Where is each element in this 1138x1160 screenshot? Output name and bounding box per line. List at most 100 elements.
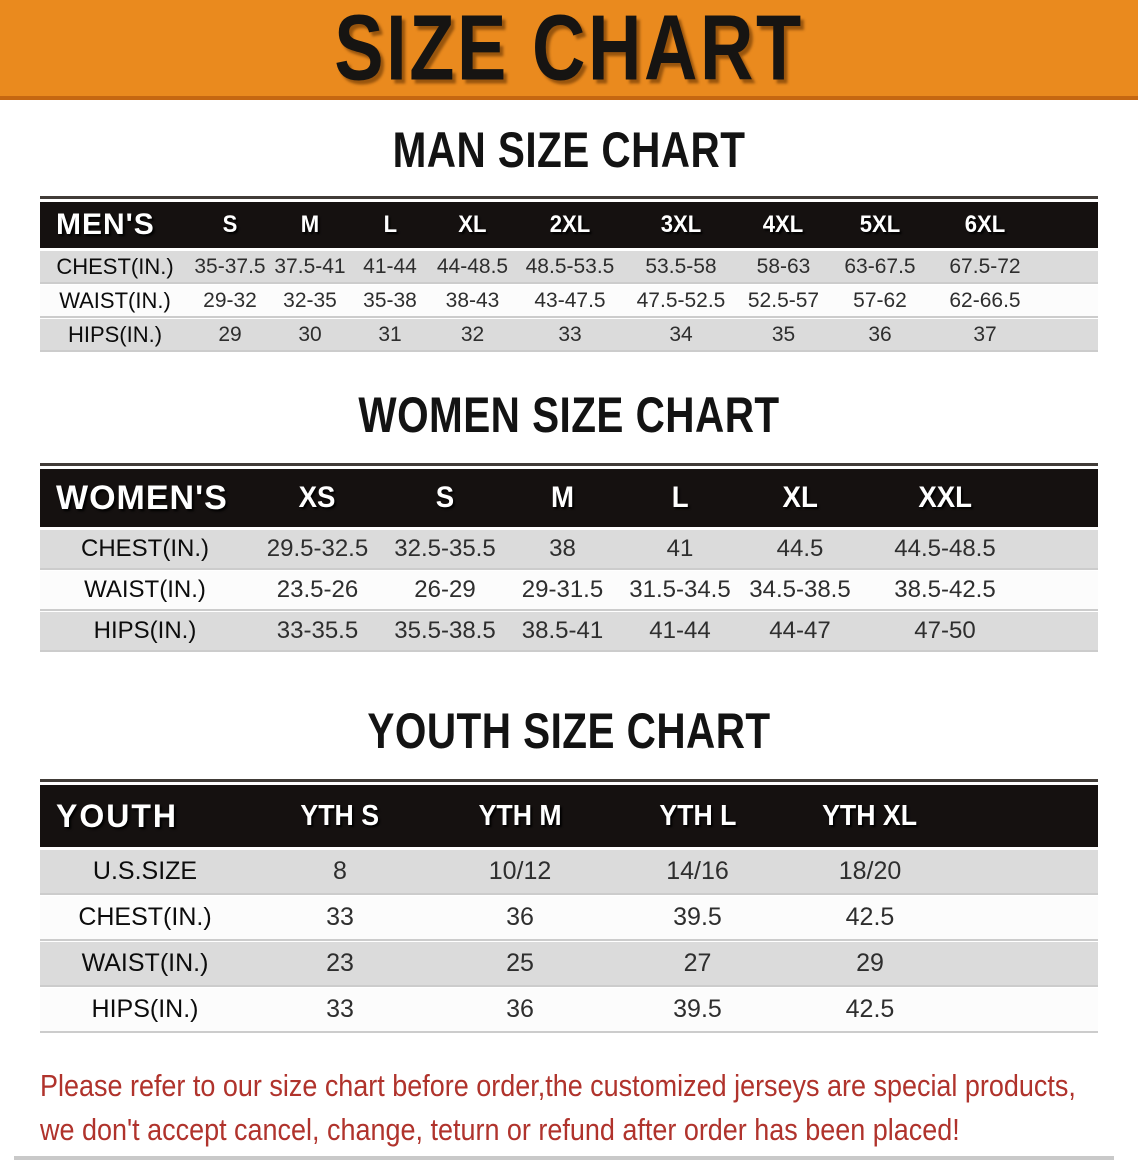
size-cell: 38.5-41	[505, 612, 620, 650]
size-cell: 38.5-42.5	[860, 571, 1030, 609]
empty-cell	[1040, 285, 1098, 316]
size-cell: 8	[250, 850, 430, 893]
women-size-header: S	[385, 469, 505, 527]
size-cell: 37	[930, 319, 1040, 350]
women-size-header: M	[505, 469, 620, 527]
size-cell: 37.5-41	[270, 251, 350, 282]
size-cell: 34	[625, 319, 737, 350]
size-cell: 35	[737, 319, 830, 350]
empty-cell	[955, 896, 1098, 939]
row-label: CHEST(IN.)	[40, 896, 250, 939]
size-cell: 32-35	[270, 285, 350, 316]
size-cell: 35-38	[350, 285, 430, 316]
disclaimer-line-1: Please refer to our size chart before or…	[40, 1068, 1076, 1103]
size-cell: 41-44	[620, 612, 740, 650]
empty-cell	[1040, 251, 1098, 282]
size-cell: 32	[430, 319, 515, 350]
empty-header-cell	[955, 785, 1098, 847]
size-cell: 23.5-26	[250, 571, 385, 609]
youth-section-heading: YOUTH SIZE CHART	[0, 701, 1138, 765]
women-size-header: XS	[250, 469, 385, 527]
youth-ussize-row: U.S.SIZE 8 10/12 14/16 18/20	[40, 850, 1098, 893]
size-cell: 33	[515, 319, 625, 350]
size-cell: 38	[505, 530, 620, 568]
women-waist-row: WAIST(IN.) 23.5-26 26-29 29-31.5 31.5-34…	[40, 571, 1098, 609]
size-cell: 43-47.5	[515, 285, 625, 316]
size-cell: 57-62	[830, 285, 930, 316]
row-label: WAIST(IN.)	[40, 571, 250, 609]
women-size-header: XXL	[860, 469, 1030, 527]
size-cell: 53.5-58	[625, 251, 737, 282]
row-label: HIPS(IN.)	[40, 319, 190, 350]
size-cell: 48.5-53.5	[515, 251, 625, 282]
disclaimer: Please refer to our size chart before or…	[40, 1064, 1076, 1152]
men-table-top-rule	[40, 196, 1098, 199]
size-cell: 44.5	[740, 530, 860, 568]
size-cell: 33-35.5	[250, 612, 385, 650]
youth-size-header: YTH L	[610, 785, 785, 847]
men-size-header: 4XL	[737, 202, 830, 248]
youth-header-row: YOUTH YTH S YTH M YTH L YTH XL	[40, 785, 1098, 847]
women-section-heading-text: WOMEN SIZE CHART	[358, 385, 780, 443]
size-cell: 30	[270, 319, 350, 350]
size-cell: 10/12	[430, 850, 610, 893]
disclaimer-line-2: we don't accept cancel, change, teturn o…	[40, 1112, 960, 1147]
size-cell: 36	[430, 988, 610, 1031]
size-cell: 29.5-32.5	[250, 530, 385, 568]
size-cell: 29-32	[190, 285, 270, 316]
youth-section-heading-text: YOUTH SIZE CHART	[367, 701, 771, 759]
youth-table-title: YOUTH	[40, 785, 250, 847]
youth-table-top-rule	[40, 779, 1098, 782]
empty-cell	[1030, 571, 1098, 609]
empty-header-cell	[1030, 469, 1098, 527]
size-cell: 42.5	[785, 896, 955, 939]
size-cell: 67.5-72	[930, 251, 1040, 282]
women-table-title: WOMEN'S	[40, 469, 250, 527]
empty-cell	[1030, 612, 1098, 650]
empty-cell	[1040, 319, 1098, 350]
size-cell: 14/16	[610, 850, 785, 893]
size-cell: 39.5	[610, 988, 785, 1031]
youth-size-header: YTH S	[250, 785, 430, 847]
men-size-header: 3XL	[625, 202, 737, 248]
size-cell: 18/20	[785, 850, 955, 893]
size-cell: 27	[610, 942, 785, 985]
size-cell: 31	[350, 319, 430, 350]
youth-size-table: YOUTH YTH S YTH M YTH L YTH XL U.S.SIZE …	[40, 782, 1098, 1034]
size-cell: 35.5-38.5	[385, 612, 505, 650]
size-cell: 25	[430, 942, 610, 985]
women-chest-row: CHEST(IN.) 29.5-32.5 32.5-35.5 38 41 44.…	[40, 530, 1098, 568]
women-section-heading: WOMEN SIZE CHART	[0, 385, 1138, 449]
men-header-row: MEN'S S M L XL 2XL 3XL 4XL 5XL 6XL	[40, 202, 1098, 248]
size-cell: 63-67.5	[830, 251, 930, 282]
man-section-heading: MAN SIZE CHART	[0, 121, 1138, 184]
women-header-row: WOMEN'S XS S M L XL XXL	[40, 469, 1098, 527]
size-cell: 41	[620, 530, 740, 568]
size-cell: 44.5-48.5	[860, 530, 1030, 568]
size-cell: 44-47	[740, 612, 860, 650]
men-chest-row: CHEST(IN.) 35-37.5 37.5-41 41-44 44-48.5…	[40, 251, 1098, 282]
men-size-header: XL	[430, 202, 515, 248]
men-waist-row: WAIST(IN.) 29-32 32-35 35-38 38-43 43-47…	[40, 285, 1098, 316]
men-size-header: S	[190, 202, 270, 248]
row-label: WAIST(IN.)	[40, 942, 250, 985]
women-hips-row: HIPS(IN.) 33-35.5 35.5-38.5 38.5-41 41-4…	[40, 612, 1098, 650]
bottom-divider	[14, 1156, 1114, 1160]
men-size-header: L	[350, 202, 430, 248]
size-cell: 47.5-52.5	[625, 285, 737, 316]
men-size-table: MEN'S S M L XL 2XL 3XL 4XL 5XL 6XL CHEST…	[40, 199, 1098, 353]
size-cell: 31.5-34.5	[620, 571, 740, 609]
size-cell: 35-37.5	[190, 251, 270, 282]
size-cell: 36	[430, 896, 610, 939]
women-size-header: XL	[740, 469, 860, 527]
size-cell: 29	[785, 942, 955, 985]
size-cell: 36	[830, 319, 930, 350]
empty-cell	[955, 988, 1098, 1031]
empty-cell	[955, 850, 1098, 893]
men-size-header: 5XL	[830, 202, 930, 248]
row-label: HIPS(IN.)	[40, 988, 250, 1031]
size-cell: 52.5-57	[737, 285, 830, 316]
men-size-header: 2XL	[515, 202, 625, 248]
women-size-table: WOMEN'S XS S M L XL XXL CHEST(IN.) 29.5-…	[40, 466, 1098, 653]
youth-hips-row: HIPS(IN.) 33 36 39.5 42.5	[40, 988, 1098, 1031]
